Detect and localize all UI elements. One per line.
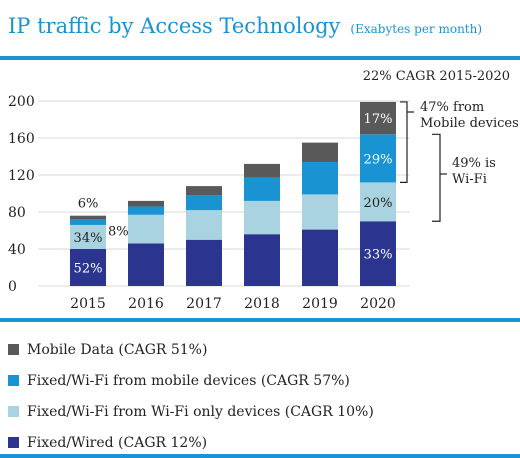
segment-percent-label: 6%: [78, 197, 99, 212]
bar-segment: [186, 186, 222, 196]
wifi-label-line2: Wi-Fi: [452, 172, 487, 187]
legend-item: Fixed/Wired (CAGR 12%): [8, 427, 374, 458]
bars-layer: [70, 101, 396, 286]
bar-segment: [70, 219, 106, 225]
cagr-note: 22% CAGR 2015-2020: [363, 69, 510, 84]
bar-segment: [128, 206, 164, 215]
bar-segment: [302, 229, 338, 286]
y-tick-label: 0: [8, 279, 17, 295]
segment-percent-label: 20%: [364, 196, 393, 211]
legend-swatch: [8, 375, 19, 386]
segment-percent-label: 52%: [74, 262, 103, 277]
bar-segment: [360, 134, 396, 183]
bar-segment: [128, 214, 164, 244]
legend: Mobile Data (CAGR 51%) Fixed/Wi-Fi from m…: [8, 334, 374, 458]
bar-segment: [70, 215, 106, 220]
bar-segment: [128, 243, 164, 286]
x-tick-label: 2019: [302, 296, 338, 312]
legend-item: Fixed/Wi-Fi from mobile devices (CAGR 57…: [8, 365, 374, 396]
middle-rule: [0, 318, 520, 322]
x-tick-label: 2017: [186, 296, 222, 312]
x-tick-label: 2020: [360, 296, 396, 312]
legend-label: Fixed/Wi-Fi from Wi-Fi only devices (CAG…: [27, 403, 374, 420]
segment-percent-label: 17%: [364, 112, 393, 127]
y-tick-label: 200: [8, 94, 35, 110]
legend-label: Mobile Data (CAGR 51%): [27, 341, 208, 358]
bar-segment: [128, 200, 164, 207]
top-rule: [0, 56, 520, 60]
bar-segment: [302, 142, 338, 163]
segment-percent-label: 34%: [74, 231, 103, 246]
y-tick-label: 160: [8, 131, 35, 147]
bar-segment: [244, 234, 280, 286]
x-tick-label: 2016: [128, 296, 164, 312]
bar-segment: [244, 200, 280, 235]
wifi-label-line1: 49% is: [452, 156, 496, 171]
legend-swatch: [8, 344, 19, 355]
bar-segment: [186, 239, 222, 286]
segment-percent-label: 8%: [108, 224, 129, 239]
bar-segment: [360, 182, 396, 222]
legend-swatch: [8, 437, 19, 448]
y-tick-label: 40: [8, 242, 26, 258]
segment-percent-label: 33%: [364, 248, 393, 263]
bar-segment: [186, 210, 222, 240]
legend-label: Fixed/Wired (CAGR 12%): [27, 434, 208, 451]
bar-segment: [244, 163, 280, 178]
labels-layer: 2015 2016 2017 2018 2019 2020 52% 34% 8% 6% 33% 20%…: [70, 112, 396, 312]
bottom-rule: [0, 454, 520, 458]
mobile-devices-label-line2: Mobile devices: [420, 116, 519, 131]
bar-segment: [360, 221, 396, 286]
mobile-devices-label-line1: 47% from: [420, 100, 484, 115]
x-tick-label: 2018: [244, 296, 280, 312]
mobile-devices-bracket: [400, 101, 408, 183]
segment-percent-label: 29%: [364, 152, 393, 167]
chart-title-block: IP traffic by Access Technology (Exabyte…: [8, 14, 482, 38]
y-tick-label: 80: [8, 205, 26, 221]
bar-segment: [70, 249, 106, 286]
legend-item: Fixed/Wi-Fi from Wi-Fi only devices (CAG…: [8, 396, 374, 427]
bar-segment: [360, 101, 396, 135]
stacked-bar-chart: 0 40 80 120 160 200 2015 2016 2017 2018 2019 2020 5…: [8, 69, 519, 312]
bar-segment: [302, 162, 338, 195]
bar-segment: [244, 177, 280, 201]
legend-swatch: [8, 406, 19, 417]
chart-subtitle: (Exabytes per month): [350, 22, 483, 36]
x-tick-label: 2015: [70, 296, 106, 312]
legend-item: Mobile Data (CAGR 51%): [8, 334, 374, 365]
bar-segment: [302, 194, 338, 230]
y-tick-label: 120: [8, 168, 35, 184]
bar-segment: [186, 195, 222, 211]
bar-segment: [70, 224, 106, 249]
wifi-bracket: [432, 133, 441, 222]
legend-label: Fixed/Wi-Fi from mobile devices (CAGR 57…: [27, 372, 350, 389]
chart-title: IP traffic by Access Technology: [8, 14, 341, 38]
